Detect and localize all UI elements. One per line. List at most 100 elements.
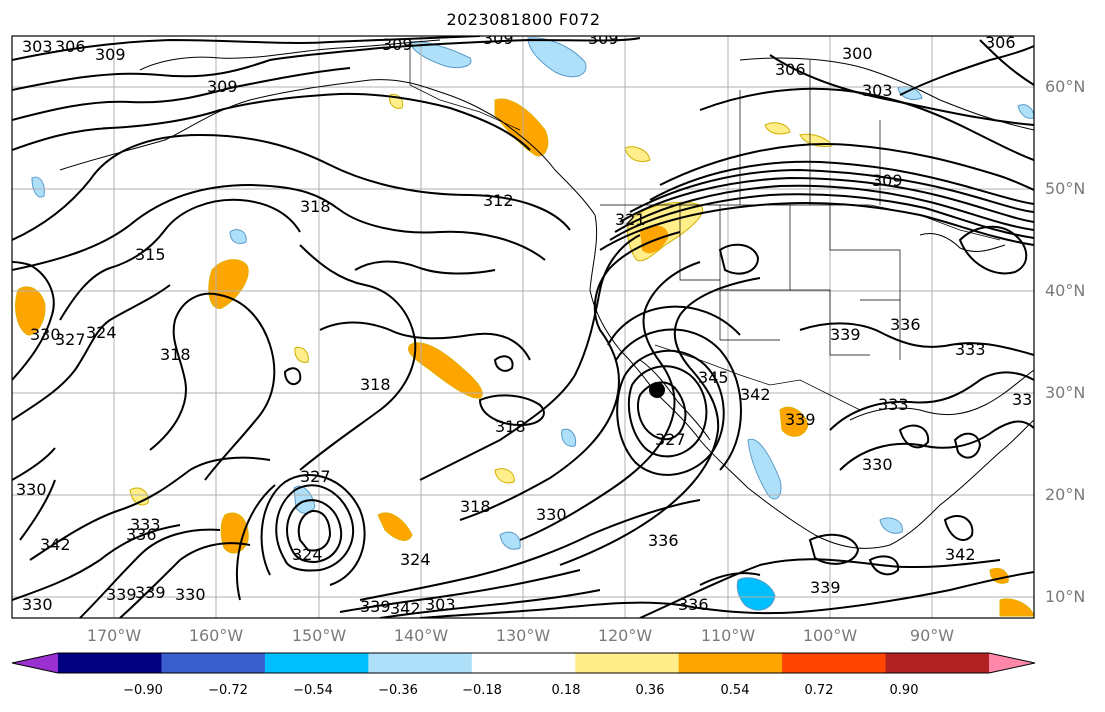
- lon-label-90w: 90°W: [909, 626, 955, 645]
- contour-line: [339, 569, 581, 613]
- anomaly-patch-neg: [499, 531, 521, 550]
- colorbar-tick-label: −0.90: [123, 683, 163, 698]
- contour-label: 303: [22, 37, 53, 56]
- contour-line: [839, 420, 1034, 471]
- contour-label: 339: [830, 325, 861, 344]
- contour-label: 309: [588, 29, 619, 48]
- lat-label-50n: 50°N: [1045, 179, 1086, 198]
- anomaly-patch-neg: [736, 577, 776, 611]
- contour-label: 342: [945, 545, 976, 564]
- contour-line: [639, 558, 1001, 618]
- contour-label: 330: [22, 595, 53, 614]
- contour-line: [868, 555, 900, 576]
- colorbar-segment: [264, 653, 369, 673]
- coastline-mexico: [747, 419, 1034, 549]
- coastline-arctic: [139, 39, 441, 71]
- contour-line: [149, 292, 276, 481]
- contour-label: 339: [106, 585, 137, 604]
- colorbar-segment: [678, 653, 783, 673]
- border-state: [790, 289, 870, 356]
- shaded-anomaly-patches: [15, 37, 1034, 617]
- contour-label: 306: [55, 37, 86, 56]
- contour-line: [559, 277, 761, 566]
- contour-line: [808, 533, 860, 565]
- colorbar-segment: [161, 653, 266, 673]
- contour-line: [636, 381, 687, 441]
- contour-label: 339: [360, 597, 391, 616]
- lon-label-110w: 110°W: [700, 626, 756, 645]
- anomaly-patch-neg: [229, 229, 247, 245]
- contour-line: [649, 160, 1034, 205]
- contour-label: 309: [483, 29, 514, 48]
- lat-label-30n: 30°N: [1045, 383, 1086, 402]
- contour-line: [614, 184, 1034, 233]
- contour-label: 330: [862, 455, 893, 474]
- map-title: 2023081800 F072: [446, 10, 601, 29]
- contour-label: 339: [785, 410, 816, 429]
- contour-label: 327: [300, 467, 331, 486]
- contour-line: [799, 322, 1034, 356]
- contour-label: 318: [160, 345, 191, 364]
- anomaly-patch-pos: [494, 98, 549, 157]
- contour-line: [275, 484, 355, 572]
- contour-line: [609, 193, 1034, 241]
- anomaly-patch-neg: [409, 41, 472, 69]
- contour-line: [459, 231, 681, 521]
- contour-line: [958, 225, 1028, 275]
- contour-label: 336: [648, 531, 679, 550]
- contour-label: 339: [135, 583, 166, 602]
- contour-line: [297, 509, 332, 552]
- colorbar-tick-label: −0.72: [208, 683, 248, 698]
- contour-label: 342: [40, 535, 71, 554]
- contour-label: 303: [425, 595, 456, 614]
- contour-label: 333: [1012, 390, 1043, 409]
- contour-line: [260, 473, 366, 586]
- lon-label-160w: 160°W: [188, 626, 244, 645]
- colorbar-tick-label: 0.36: [635, 683, 665, 698]
- lon-label-120w: 120°W: [597, 626, 653, 645]
- anomaly-patch-neg: [561, 428, 577, 447]
- contour-line: [419, 571, 1034, 618]
- contour-label: 333: [878, 395, 909, 414]
- contour-line: [607, 305, 741, 346]
- colorbar-tick-label: −0.18: [462, 683, 502, 698]
- contour-label: 330: [16, 480, 47, 499]
- contour-label-group: 303 306 309 309 309 309 300 306 306 303 …: [16, 29, 1043, 618]
- contour-line: [379, 589, 601, 618]
- contour-label: 342: [390, 599, 421, 618]
- contour-label: 309: [95, 45, 126, 64]
- contour-label: 333: [955, 340, 986, 359]
- contour-label: 324: [292, 545, 323, 564]
- contour-label: 318: [495, 417, 526, 436]
- contour-line: [619, 176, 1034, 223]
- contour-line: [616, 349, 725, 476]
- lat-label-40n: 40°N: [1045, 281, 1086, 300]
- coastline-hudson: [739, 57, 1034, 131]
- contour-line: [12, 183, 546, 271]
- contour-label: 330: [30, 325, 61, 344]
- contour-line: [629, 168, 1034, 213]
- contour-line: [59, 198, 301, 321]
- colorbar-segment: [471, 653, 576, 673]
- contour-label: 330: [175, 585, 206, 604]
- contour-line: [899, 45, 1034, 96]
- anomaly-patch-pos: [294, 346, 309, 363]
- contour-line: [119, 542, 251, 618]
- contour-line: [599, 202, 1034, 251]
- border-alaska-canada: [409, 38, 521, 131]
- contour-label: 312: [483, 191, 514, 210]
- contour-line: [943, 515, 974, 541]
- colorbar-tick-label: 0.90: [889, 683, 919, 698]
- anomaly-patch-neg: [1017, 104, 1034, 119]
- contour-line: [898, 424, 930, 449]
- colorbar-segment: [885, 653, 990, 673]
- contour-line: [659, 143, 1034, 191]
- colorbar-tick-label: 0.18: [551, 683, 581, 698]
- lat-label-10n: 10°N: [1045, 587, 1086, 606]
- contour-line: [29, 456, 271, 561]
- contour-line: [699, 572, 761, 586]
- lon-label-170w: 170°W: [86, 626, 142, 645]
- low-center-marker: [649, 382, 665, 398]
- border-state: [719, 290, 780, 341]
- colorbar-extension-min: [12, 653, 58, 673]
